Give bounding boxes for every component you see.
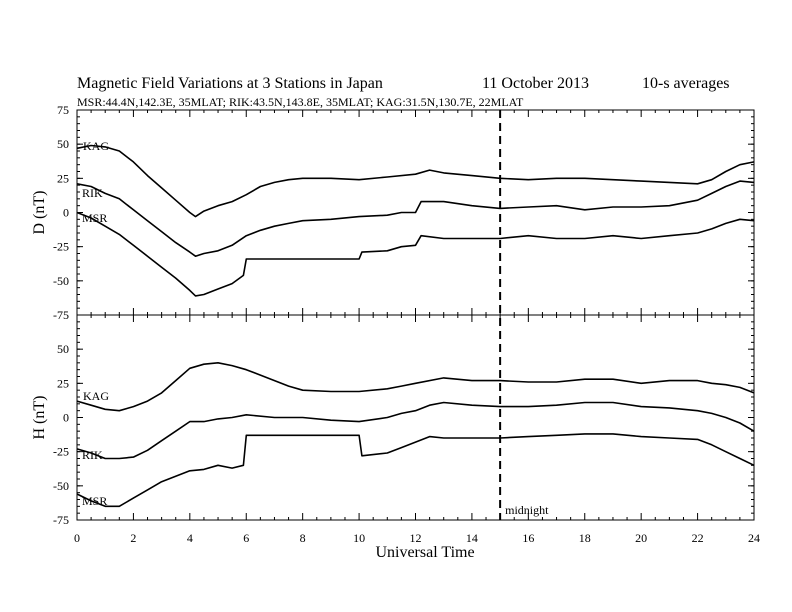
y-tick-label: 50 bbox=[57, 137, 69, 151]
x-tick-label: 6 bbox=[243, 531, 249, 545]
chart-date: 11 October 2013 bbox=[482, 75, 589, 92]
x-tick-label: 22 bbox=[692, 531, 704, 545]
series-label-msr: MSR bbox=[82, 211, 107, 225]
series-label-kag: KAG bbox=[83, 389, 109, 403]
y-tick-label: 25 bbox=[57, 376, 69, 390]
series-line-rik bbox=[76, 401, 755, 460]
y-axis-title: H (nT) bbox=[31, 396, 48, 440]
midnight-label: midnight bbox=[505, 503, 549, 517]
y-tick-label: -50 bbox=[53, 274, 69, 288]
x-tick-label: 14 bbox=[466, 531, 478, 545]
series-label-rik: RIK bbox=[82, 186, 103, 200]
series-line-kag bbox=[76, 362, 755, 412]
panel-h-component: 50 25 0 -25 -50 -75 H (nT) KAG RIK MSR bbox=[31, 314, 755, 527]
x-tick-label: 10 bbox=[353, 531, 365, 545]
chart-averaging-note: 10-s averages bbox=[642, 75, 730, 92]
x-tick-label: 0 bbox=[74, 531, 80, 545]
series-line-msr bbox=[76, 211, 755, 297]
x-tick-label: 24 bbox=[748, 531, 760, 545]
y-tick-label: 50 bbox=[57, 342, 69, 356]
y-tick-label: 75 bbox=[57, 103, 69, 117]
series-label-kag: KAG bbox=[83, 139, 109, 153]
x-tick-label: 4 bbox=[187, 531, 193, 545]
series-line-rik bbox=[76, 180, 755, 257]
y-tick-label: 25 bbox=[57, 171, 69, 185]
series-label-rik: RIK bbox=[82, 448, 103, 462]
y-tick-label: -75 bbox=[53, 308, 69, 322]
series-line-kag bbox=[76, 144, 755, 218]
x-tick-label: 16 bbox=[522, 531, 534, 545]
y-tick-label: 0 bbox=[63, 411, 69, 425]
y-axis-title: D (nT) bbox=[31, 191, 48, 235]
x-tick-label: 8 bbox=[300, 531, 306, 545]
x-tick-label: 20 bbox=[635, 531, 647, 545]
x-axis: 0 2 4 6 8 10 12 14 16 18 20 22 24 bbox=[74, 531, 760, 545]
x-axis-title: Universal Time bbox=[375, 544, 474, 561]
y-tick-label: -75 bbox=[53, 513, 69, 527]
x-tick-label: 2 bbox=[130, 531, 136, 545]
series-label-msr: MSR bbox=[82, 494, 107, 508]
series-line-msr bbox=[76, 433, 755, 508]
chart-subtitle: MSR:44.4N,142.3E, 35MLAT; RIK:43.5N,143.… bbox=[77, 95, 524, 109]
x-tick-label: 12 bbox=[410, 531, 422, 545]
y-tick-label: -25 bbox=[53, 240, 69, 254]
y-tick-label: -25 bbox=[53, 445, 69, 459]
panel-d-component: 75 50 25 0 -25 -50 -75 D (nT) KAG RIK MSR bbox=[31, 103, 755, 322]
x-tick-label: 18 bbox=[579, 531, 591, 545]
y-tick-label: 0 bbox=[63, 206, 69, 220]
chart-title: Magnetic Field Variations at 3 Stations … bbox=[77, 75, 383, 92]
panel-frame bbox=[76, 314, 755, 521]
y-tick-label: -50 bbox=[53, 479, 69, 493]
